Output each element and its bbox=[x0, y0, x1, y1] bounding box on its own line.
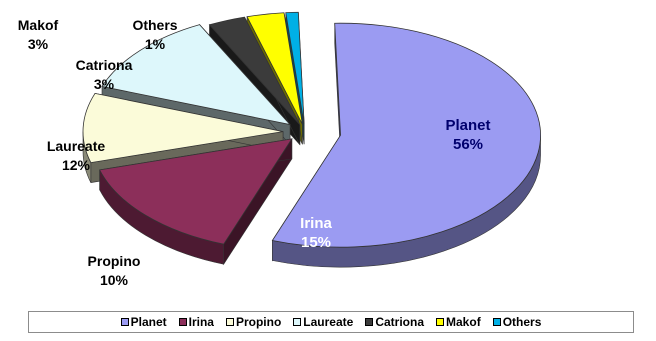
legend-label-propino: Propino bbox=[235, 315, 282, 329]
chart-legend: Planet Irina Propino Laureate Catriona M… bbox=[28, 311, 634, 333]
pie-slice-propino bbox=[82, 92, 284, 164]
slice-value-propino: 10% bbox=[100, 272, 129, 288]
slice-value-others: 1% bbox=[145, 36, 166, 52]
pie-slice-makof bbox=[246, 12, 303, 125]
legend-swatch-planet bbox=[120, 318, 129, 326]
legend-label-catriona: Catriona bbox=[375, 315, 425, 329]
legend-label-laureate: Laureate bbox=[303, 315, 354, 329]
slice-value-makof: 3% bbox=[28, 36, 49, 52]
slice-label-makof: Makof bbox=[18, 17, 59, 33]
legend-swatch-propino bbox=[225, 318, 234, 326]
slice-label-catriona: Catriona bbox=[76, 57, 133, 73]
legend-item-makof: Makof bbox=[436, 315, 481, 329]
legend-item-others: Others bbox=[492, 315, 542, 329]
slice-value-catriona: 3% bbox=[94, 76, 115, 92]
legend-label-irina: Irina bbox=[188, 315, 214, 329]
slice-value-irina: 15% bbox=[301, 234, 331, 251]
legend-swatch-others bbox=[492, 318, 501, 326]
slice-label-others: Others bbox=[132, 17, 177, 33]
legend-item-catriona: Catriona bbox=[365, 315, 424, 329]
legend-label-planet: Planet bbox=[130, 315, 167, 329]
pie-slice-others bbox=[285, 11, 305, 125]
slice-label-irina: Irina bbox=[300, 215, 332, 232]
legend-swatch-makof bbox=[436, 318, 445, 326]
slice-label-laureate: Laureate bbox=[47, 138, 106, 154]
pie-slice-laureate bbox=[101, 24, 292, 126]
legend-swatch-laureate bbox=[293, 318, 302, 326]
pie-slice-planet bbox=[271, 22, 541, 248]
pie-chart: Planet 56% Irina 15% Propino 10% Laureate 12% Ca… bbox=[18, 11, 541, 288]
legend-swatch-irina bbox=[178, 318, 187, 326]
legend-item-irina: Irina bbox=[178, 315, 214, 329]
pie-slice-catriona bbox=[208, 16, 301, 125]
slice-value-laureate: 12% bbox=[62, 157, 91, 173]
legend-item-propino: Propino bbox=[225, 315, 282, 329]
legend-swatch-catriona bbox=[365, 318, 374, 326]
pie-slice-irina bbox=[99, 138, 293, 245]
legend-label-makof: Makof bbox=[446, 315, 481, 329]
legend-label-others: Others bbox=[502, 315, 542, 329]
slice-label-propino: Propino bbox=[88, 253, 141, 269]
slice-label-planet: Planet bbox=[445, 117, 490, 134]
slice-value-planet: 56% bbox=[453, 136, 483, 153]
legend-item-planet: Planet bbox=[120, 315, 167, 329]
legend-item-laureate: Laureate bbox=[293, 315, 353, 329]
